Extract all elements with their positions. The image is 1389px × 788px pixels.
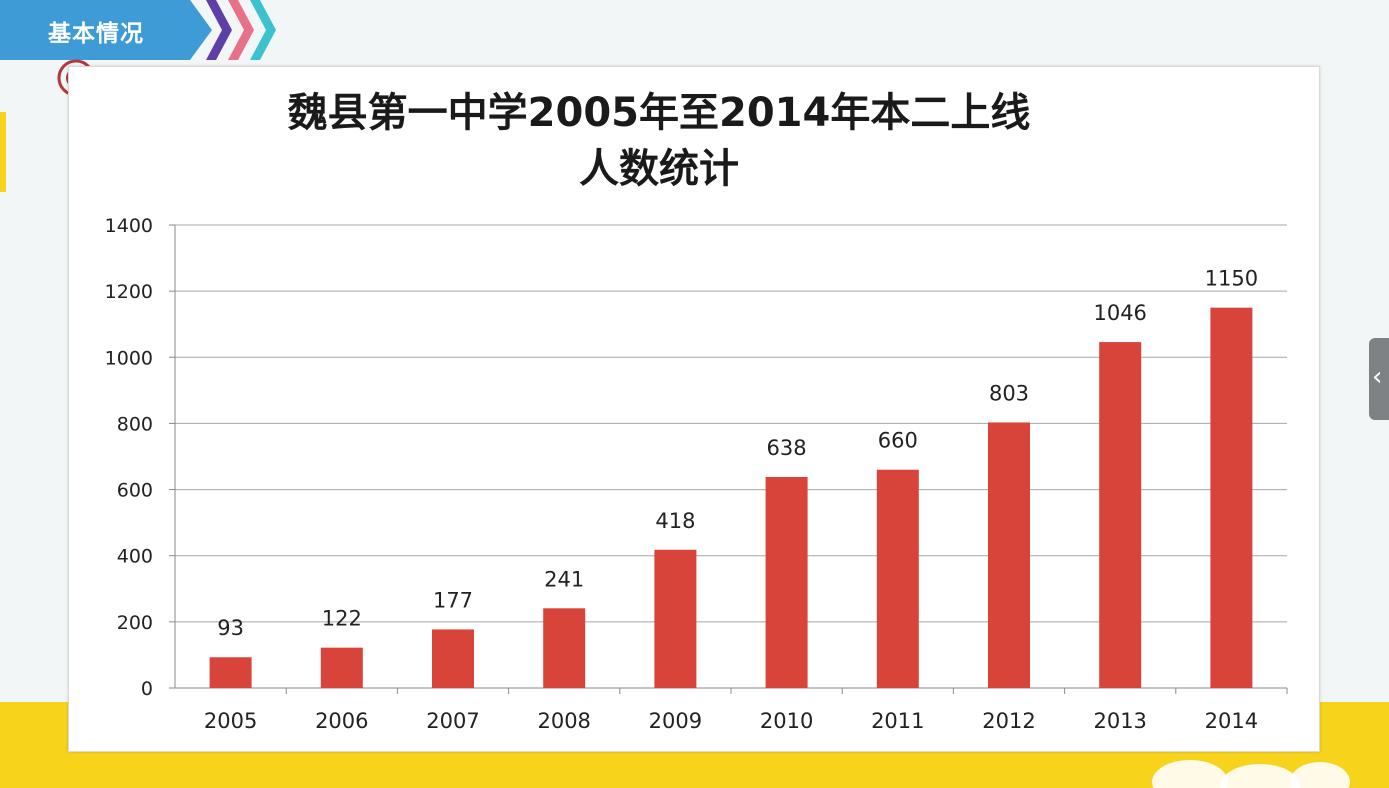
section-title: 基本情况 [48, 21, 144, 47]
y-tick-label: 200 [117, 612, 153, 634]
left-edge-accent [0, 112, 6, 192]
x-tick-label: 2011 [871, 709, 924, 733]
bar [876, 469, 919, 688]
x-tick-label: 2012 [982, 709, 1035, 733]
y-tick-label: 1000 [105, 347, 153, 369]
chart-card: 魏县第一中学2005年至2014年本二上线 人数统计 0 200 400 600 800… [68, 66, 1320, 752]
x-tick-label: 2008 [537, 709, 590, 733]
bar-chart: 0 200 400 600 800 1000 1200 1400 93 2005 122 2006 17… [105, 215, 1288, 733]
y-tick-label: 1200 [105, 281, 153, 303]
chevron-purple-icon [206, 0, 232, 60]
x-tick-label: 2009 [649, 709, 702, 733]
bar [320, 647, 363, 688]
bar [543, 608, 586, 688]
data-label: 660 [878, 429, 918, 453]
y-tick-label: 600 [117, 480, 153, 502]
data-label: 803 [989, 381, 1029, 405]
x-tick-label: 2007 [426, 709, 479, 733]
x-tick-label: 2005 [204, 709, 257, 733]
x-tick-label: 2006 [315, 709, 368, 733]
chevron-left-icon: ‹ [1372, 362, 1383, 392]
bar [654, 549, 697, 688]
bar [209, 657, 252, 688]
flower-decoration-icon [1152, 760, 1350, 788]
section-header-tab: 基本情况 [0, 0, 212, 60]
chart-title-line-2: 人数统计 [579, 146, 739, 192]
chevron-teal-icon [250, 0, 276, 60]
y-tick-label: 400 [117, 546, 153, 568]
data-label: 177 [433, 588, 473, 612]
bar [1099, 342, 1142, 688]
bar [988, 422, 1030, 688]
y-tick-label: 800 [117, 413, 153, 435]
x-tick-label: 2013 [1093, 709, 1146, 733]
side-nav-collapse-button[interactable]: ‹ [1369, 338, 1389, 420]
chart-title: 魏县第一中学2005年至2014年本二上线 人数统计 [69, 85, 1249, 197]
data-label: 1150 [1205, 267, 1258, 291]
bar [432, 629, 474, 688]
data-label: 418 [655, 509, 695, 533]
data-label: 93 [217, 616, 244, 640]
bar [1210, 307, 1253, 688]
data-label: 638 [767, 436, 807, 460]
x-tick-label: 2014 [1205, 709, 1258, 733]
x-tick-label: 2010 [760, 709, 813, 733]
chevron-pink-icon [228, 0, 254, 60]
bar [765, 477, 808, 688]
data-label: 241 [544, 567, 584, 591]
y-tick-label: 0 [141, 678, 153, 700]
chart-title-line-1: 魏县第一中学2005年至2014年本二上线 [287, 90, 1031, 136]
data-label: 1046 [1093, 301, 1146, 325]
y-tick-label: 1400 [105, 215, 153, 237]
data-label: 122 [322, 607, 362, 631]
